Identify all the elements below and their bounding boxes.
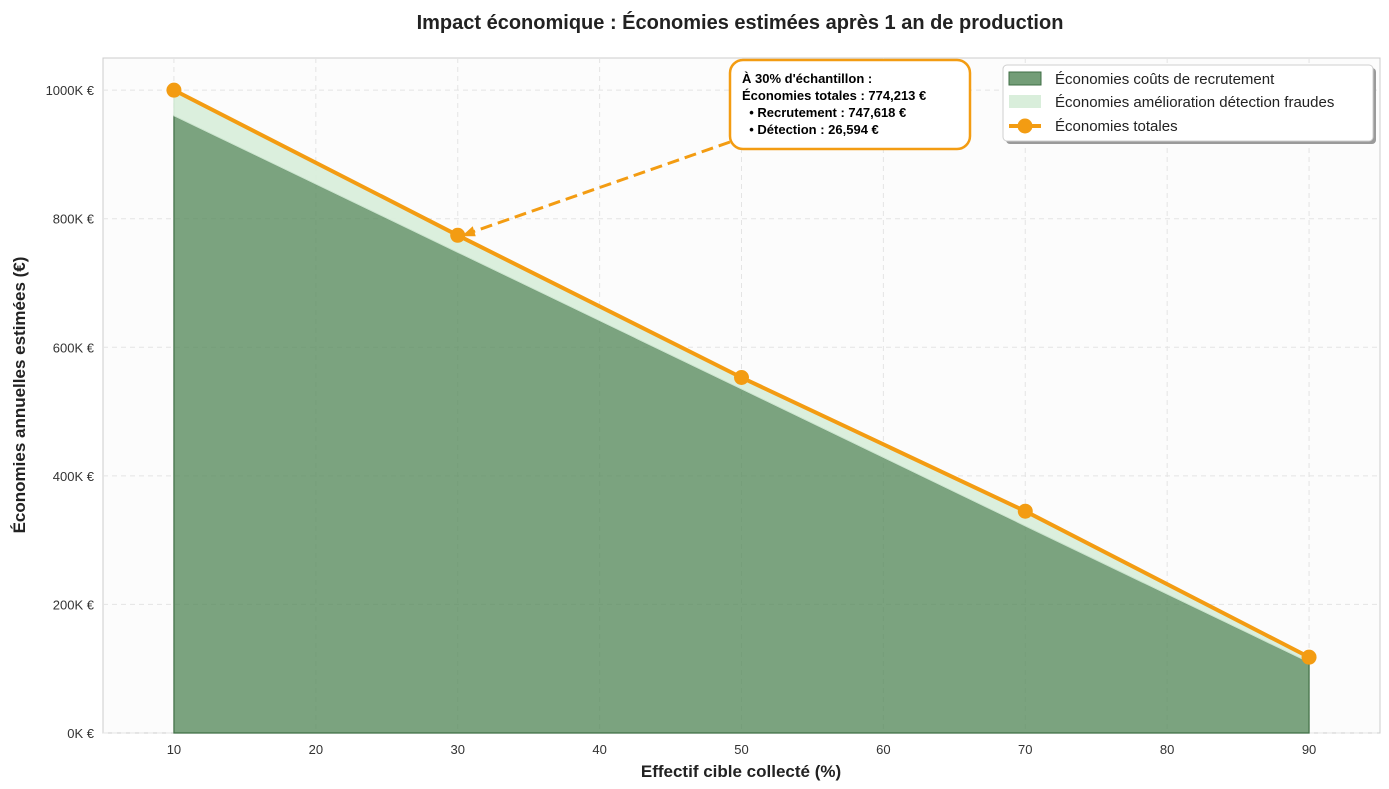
marker-total-savings: [734, 370, 749, 385]
legend-swatch-recruitment: [1008, 71, 1042, 86]
x-tick-label: 80: [1160, 742, 1174, 757]
y-tick-label: 400K €: [53, 469, 95, 484]
y-axis-label: Économies annuelles estimées (€): [10, 257, 29, 534]
annotation-box: [728, 58, 972, 151]
chart-title: Impact économique : Économies estimées a…: [417, 11, 1064, 34]
x-tick-label: 40: [592, 742, 606, 757]
x-tick-label: 10: [167, 742, 181, 757]
legend-box: [1002, 64, 1374, 142]
legend-marker-total: [1017, 118, 1033, 134]
y-tick-label: 200K €: [53, 597, 95, 612]
y-tick-label: 800K €: [53, 212, 95, 227]
annotation-line: Économies totales : 774,213 €: [742, 88, 926, 103]
x-tick-label: 20: [309, 742, 323, 757]
y-tick-label: 1000K €: [46, 83, 95, 98]
annotation-arrow: [465, 140, 731, 236]
y-tick-label: 0K €: [67, 726, 95, 741]
legend-label-total: Économies totales: [1055, 118, 1178, 135]
x-tick-label: 70: [1018, 742, 1032, 757]
legend-label-fraud-detection: Économies amélioration détection fraudes: [1055, 94, 1334, 111]
y-axis-ticks: 0K € 200K € 400K € 600K € 800K € 1000K €: [46, 83, 95, 741]
marker-total-savings: [1017, 503, 1033, 519]
legend-swatch-fraud-detection: [1009, 95, 1041, 108]
legend: Économies coûts de recrutement Économies …: [1002, 64, 1376, 144]
marker-total-savings: [1301, 649, 1317, 665]
annotation-line: • Recrutement : 747,618 €: [742, 105, 906, 120]
annotation-line: À 30% d'échantillon :: [742, 71, 872, 86]
y-tick-label: 600K €: [53, 340, 95, 355]
legend-label-recruitment: Économies coûts de recrutement: [1055, 71, 1275, 88]
total-line: [166, 82, 1317, 665]
x-tick-label: 60: [876, 742, 890, 757]
annotation-arrowhead: [461, 226, 476, 237]
annotation-line: • Détection : 26,594 €: [742, 122, 879, 137]
x-tick-label: 30: [450, 742, 464, 757]
x-tick-label: 50: [734, 742, 748, 757]
annotation: À 30% d'échantillon : Économies totales :…: [461, 58, 972, 237]
marker-total-savings: [166, 82, 182, 98]
marker-total-savings: [450, 227, 466, 243]
x-axis-label: Effectif cible collecté (%): [641, 762, 841, 781]
x-tick-label: 90: [1302, 742, 1316, 757]
x-axis-ticks: 10 20 30 40 50 60 70 80 90: [167, 742, 1317, 757]
